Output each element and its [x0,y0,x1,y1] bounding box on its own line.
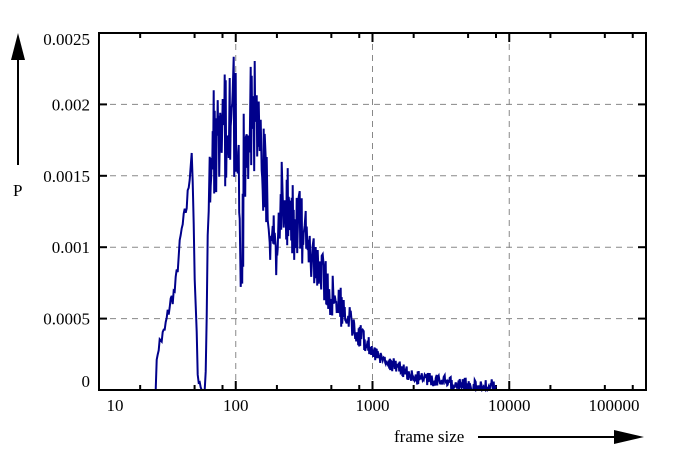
y-axis-label: P [13,181,22,200]
y-tick-label: 0.0005 [43,310,90,329]
y-tick-label: 0 [82,372,91,391]
x-tick-label: 10 [107,396,124,415]
data-series-line [154,56,498,393]
x-tick-label: 100000 [589,396,640,415]
x-tick-label: 1000 [356,396,390,415]
x-axis-tick-labels: 10 100 1000 10000 100000 [107,396,640,415]
y-tick-label: 0.001 [52,238,90,257]
grid-lines [99,33,646,390]
x-tick-label: 100 [223,396,249,415]
y-axis-tick-labels: 0 0.0005 0.001 0.0015 0.002 0.0025 [43,30,90,391]
x-axis-arrow-icon [478,430,644,444]
y-tick-label: 0.0015 [43,167,90,186]
plot-frame [98,32,647,391]
x-axis-label: frame size [394,427,464,446]
x-tick-label: 10000 [488,396,531,415]
y-tick-label: 0.0025 [43,30,90,49]
y-tick-label: 0.002 [52,95,90,114]
y-axis-arrow-icon [11,33,25,165]
